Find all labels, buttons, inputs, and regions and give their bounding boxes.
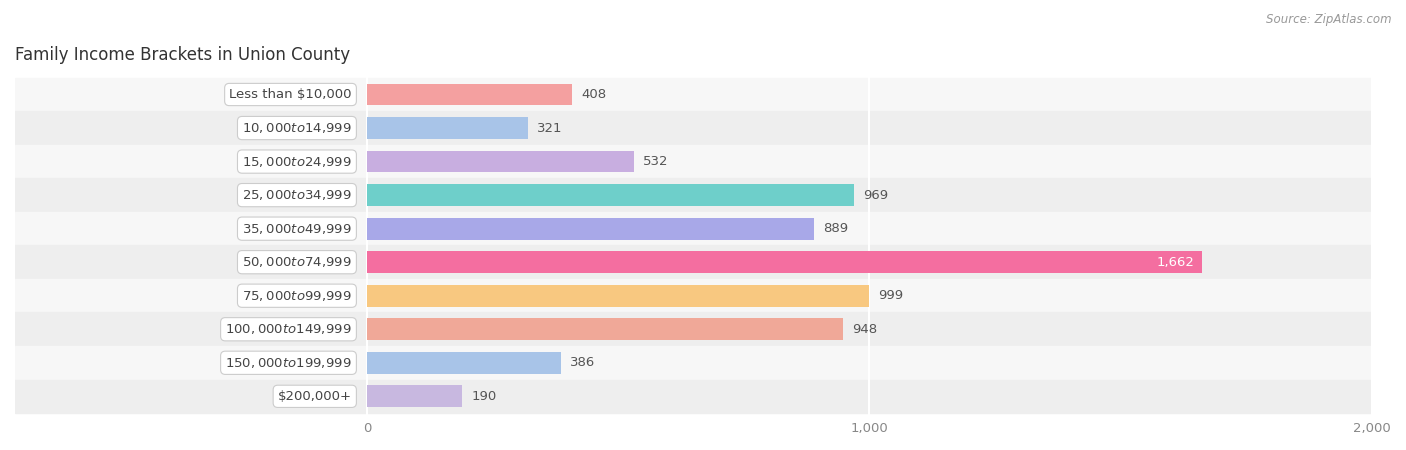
Bar	[15, 245, 1372, 279]
Text: $15,000 to $24,999: $15,000 to $24,999	[242, 155, 352, 169]
Bar	[367, 151, 634, 172]
Text: 999: 999	[877, 289, 903, 302]
Bar	[367, 251, 1202, 273]
Text: $50,000 to $74,999: $50,000 to $74,999	[242, 255, 352, 269]
Bar	[367, 285, 869, 306]
Bar	[15, 312, 1372, 346]
Bar	[367, 117, 529, 139]
Bar	[15, 178, 1372, 212]
Text: $100,000 to $149,999: $100,000 to $149,999	[225, 322, 352, 336]
Text: 948: 948	[852, 323, 877, 336]
Bar	[367, 84, 572, 105]
Bar	[367, 218, 814, 239]
Text: $75,000 to $99,999: $75,000 to $99,999	[242, 289, 352, 303]
Text: $35,000 to $49,999: $35,000 to $49,999	[242, 222, 352, 236]
Text: 969: 969	[863, 189, 889, 202]
Bar	[367, 352, 561, 374]
Text: 321: 321	[537, 122, 562, 135]
Text: $10,000 to $14,999: $10,000 to $14,999	[242, 121, 352, 135]
Bar	[15, 346, 1372, 379]
Text: 532: 532	[644, 155, 669, 168]
Text: 889: 889	[823, 222, 848, 235]
Text: 1,662: 1,662	[1157, 256, 1195, 269]
Text: 408: 408	[581, 88, 606, 101]
Text: Less than $10,000: Less than $10,000	[229, 88, 352, 101]
Bar	[15, 212, 1372, 245]
Text: Family Income Brackets in Union County: Family Income Brackets in Union County	[15, 46, 350, 64]
Bar	[367, 184, 853, 206]
Text: 190: 190	[471, 390, 496, 403]
Text: Source: ZipAtlas.com: Source: ZipAtlas.com	[1267, 14, 1392, 27]
Text: $150,000 to $199,999: $150,000 to $199,999	[225, 356, 352, 370]
Bar	[15, 379, 1372, 413]
Bar	[15, 145, 1372, 178]
Bar	[367, 385, 463, 407]
Bar	[15, 111, 1372, 145]
Bar	[15, 279, 1372, 312]
Text: $25,000 to $34,999: $25,000 to $34,999	[242, 188, 352, 202]
Bar	[15, 78, 1372, 111]
Text: 386: 386	[569, 356, 595, 369]
Bar	[367, 318, 844, 340]
Text: $200,000+: $200,000+	[278, 390, 352, 403]
